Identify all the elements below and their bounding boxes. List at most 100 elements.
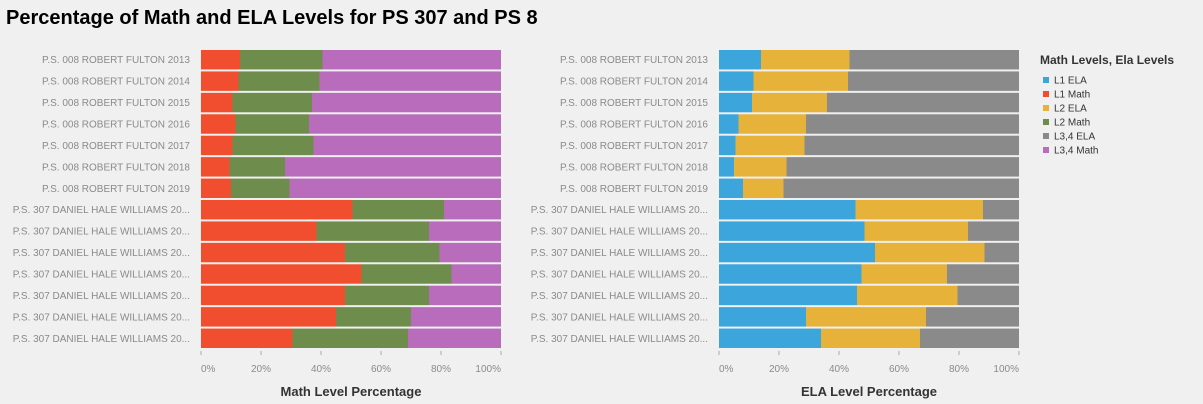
bar-segment <box>201 114 236 134</box>
x-tick-label: 40% <box>311 364 331 375</box>
bar-segment <box>984 242 1019 263</box>
bar-segment <box>285 157 501 177</box>
bar-segment <box>201 135 233 156</box>
chart-title: Percentage of Math and ELA Levels for PS… <box>6 7 538 29</box>
bar-segment <box>201 242 345 263</box>
bar-segment <box>352 200 444 220</box>
bar-segment <box>719 71 754 91</box>
bar-segment <box>786 157 1019 177</box>
bar-segment <box>719 114 739 134</box>
legend: Math Levels, Ela Levels L1 ELA L1 Math L2 … <box>1040 53 1174 157</box>
bar-segment <box>719 307 806 327</box>
bar-segment <box>719 178 743 198</box>
x-tick-label: 20% <box>251 364 271 375</box>
category-label: P.S. 008 ROBERT FULTON 2018 <box>42 162 190 173</box>
category-label: P.S. 307 DANIEL HALE WILLIAMS 20... <box>531 312 708 323</box>
legend-title: Math Levels, Ela Levels <box>1040 53 1174 67</box>
bar-segment <box>322 50 501 70</box>
legend-swatch <box>1043 119 1049 125</box>
category-label: P.S. 307 DANIEL HALE WILLIAMS 20... <box>531 227 708 238</box>
bar-segment <box>734 157 787 177</box>
bar-segment <box>719 135 736 156</box>
bar-segment <box>309 114 501 134</box>
category-label: P.S. 008 ROBERT FULTON 2018 <box>560 162 708 173</box>
bar-segment <box>235 114 309 134</box>
bar-segment <box>429 221 501 241</box>
category-label: P.S. 008 ROBERT FULTON 2014 <box>42 77 190 88</box>
x-tick-label: 80% <box>431 364 451 375</box>
bar-segment <box>861 264 947 284</box>
category-label: P.S. 307 DANIEL HALE WILLIAMS 20... <box>13 270 190 281</box>
bar-segment <box>336 307 411 327</box>
category-label: P.S. 008 ROBERT FULTON 2013 <box>560 55 708 66</box>
legend-label: L2 Math <box>1054 118 1090 129</box>
category-label: P.S. 008 ROBERT FULTON 2019 <box>560 184 708 195</box>
bar-segment <box>411 307 501 327</box>
bar-segment <box>345 242 440 263</box>
bar-segment <box>752 92 827 113</box>
category-label: P.S. 307 DANIEL HALE WILLIAMS 20... <box>531 248 708 259</box>
bar-segment <box>753 71 848 91</box>
bar-segment <box>719 328 821 348</box>
bar-segment <box>201 307 336 327</box>
bar-segment <box>735 135 805 156</box>
bar-segment <box>719 200 856 220</box>
bar-segment <box>201 328 293 348</box>
bar-segment <box>201 50 240 70</box>
bar-segment <box>201 92 233 113</box>
bar-segment <box>201 157 230 177</box>
x-tick-label: 40% <box>829 364 849 375</box>
x-tick-label: 0% <box>201 364 216 375</box>
legend-swatch <box>1043 105 1049 111</box>
category-label: P.S. 008 ROBERT FULTON 2017 <box>42 141 190 152</box>
bar-segment <box>806 307 926 327</box>
category-label: P.S. 008 ROBERT FULTON 2014 <box>560 77 708 88</box>
bar-segment <box>313 135 501 156</box>
bar-segment <box>316 221 429 241</box>
bar-segment <box>719 285 857 306</box>
legend-swatch <box>1043 77 1049 83</box>
bar-segment <box>738 114 806 134</box>
category-label: P.S. 008 ROBERT FULTON 2017 <box>560 141 708 152</box>
category-label: P.S. 008 ROBERT FULTON 2015 <box>42 98 190 109</box>
x-tick-label: 100% <box>993 364 1019 375</box>
bar-segment <box>806 114 1019 134</box>
bar-segment <box>857 285 958 306</box>
legend-label: L3,4 Math <box>1054 146 1098 157</box>
bar-segment <box>451 264 501 284</box>
panel-1: P.S. 008 ROBERT FULTON 2013 P.S. 008 ROBE… <box>13 50 502 399</box>
x-tick-label: 20% <box>769 364 789 375</box>
x-tick-label: 60% <box>371 364 391 375</box>
x-axis-title: Math Level Percentage <box>281 384 422 399</box>
bar-segment <box>312 92 501 113</box>
legend-label: L1 ELA <box>1054 76 1087 87</box>
bar-segment <box>855 200 983 220</box>
category-label: P.S. 008 ROBERT FULTON 2015 <box>560 98 708 109</box>
legend-swatch <box>1043 91 1049 97</box>
x-tick-label: 80% <box>949 364 969 375</box>
category-label: P.S. 307 DANIEL HALE WILLIAMS 20... <box>13 227 190 238</box>
bar-segment <box>201 285 345 306</box>
bar-segment <box>875 242 985 263</box>
x-tick-label: 0% <box>719 364 734 375</box>
bar-segment <box>968 221 1019 241</box>
x-tick-label: 60% <box>889 364 909 375</box>
bar-segment <box>201 200 353 220</box>
bar-segment <box>719 221 865 241</box>
bar-segment <box>719 264 862 284</box>
bar-segment <box>345 285 429 306</box>
bar-segment <box>201 178 231 198</box>
category-label: P.S. 307 DANIEL HALE WILLIAMS 20... <box>13 248 190 259</box>
panel-2: P.S. 008 ROBERT FULTON 2013 P.S. 008 ROBE… <box>531 50 1020 399</box>
category-label: P.S. 307 DANIEL HALE WILLIAMS 20... <box>531 291 708 302</box>
bar-segment <box>232 92 312 113</box>
bar-segment <box>408 328 501 348</box>
bar-segment <box>821 328 920 348</box>
bar-segment <box>719 242 875 263</box>
bar-segment <box>201 221 317 241</box>
bar-segment <box>827 92 1019 113</box>
bar-segment <box>783 178 1019 198</box>
bar-segment <box>849 50 1019 70</box>
bar-segment <box>444 200 501 220</box>
